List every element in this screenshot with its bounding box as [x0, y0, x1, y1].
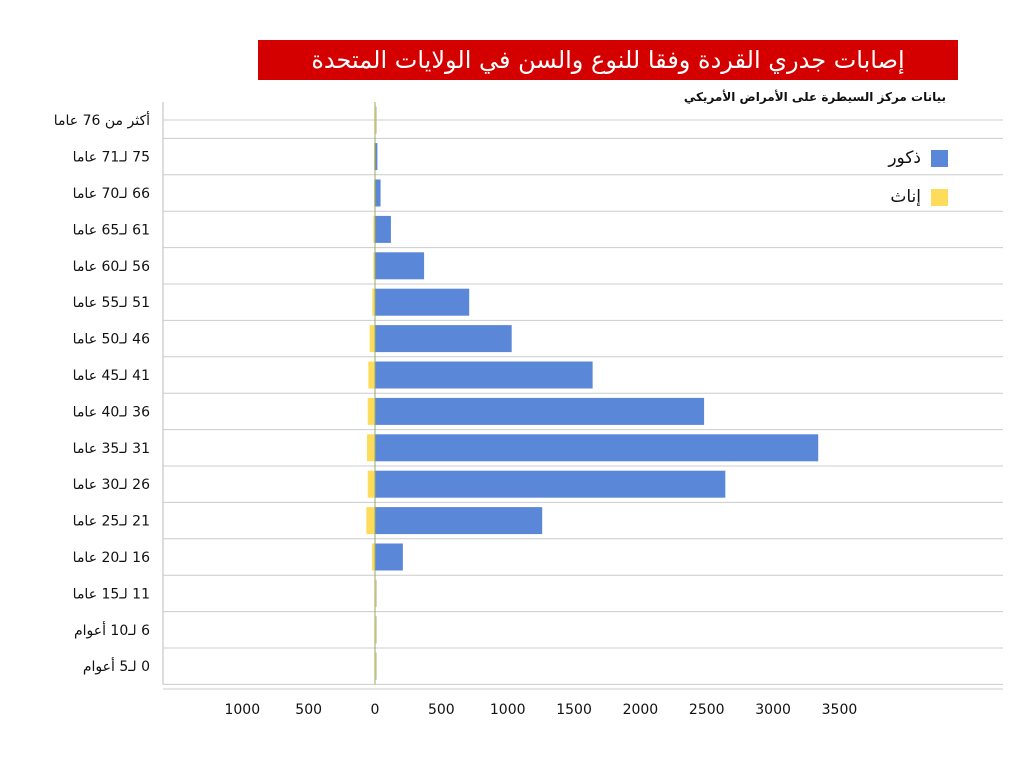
category-label: 11 لـ15 عاما: [73, 586, 150, 602]
chart-subtitle: بيانات مركز السيطرة على الأمراض الأمريكي: [683, 90, 946, 104]
bar-male: [375, 252, 425, 280]
x-tick-label: 2000: [623, 702, 659, 718]
x-tick-label: 1000: [490, 702, 526, 718]
bar-male: [375, 470, 726, 498]
category-label: 75 لـ71 عاما: [73, 150, 150, 166]
category-label: 36 لـ40 عاما: [73, 404, 150, 420]
bar-male: [375, 215, 391, 243]
bar-female: [373, 215, 375, 243]
bar-male: [375, 543, 403, 571]
legend-swatch-male: [931, 149, 948, 167]
category-label: 46 لـ50 عاما: [73, 332, 150, 348]
x-tick-label: 1500: [556, 702, 592, 718]
legend-label-female: إناث: [890, 187, 921, 207]
bar-male: [375, 434, 819, 462]
x-tick-label: 500: [295, 702, 322, 718]
bar-female: [372, 288, 375, 316]
category-label: 6 لـ10 أعوام: [74, 621, 150, 639]
bar-female: [367, 470, 375, 498]
bar-female: [373, 252, 375, 280]
x-tick-label: 3000: [755, 702, 791, 718]
category-label: 66 لـ70 عاما: [73, 186, 150, 202]
category-label: 41 لـ45 عاما: [73, 368, 150, 384]
legend-label-male: ذكور: [888, 148, 921, 168]
bar-male: [375, 361, 593, 389]
bar-female: [366, 507, 375, 535]
bar-female: [367, 434, 375, 462]
x-tick-label: 2500: [689, 702, 725, 718]
category-label: 21 لـ25 عاما: [73, 514, 150, 530]
category-label: 0 لـ5 أعوام: [83, 657, 150, 675]
chart-title: إصابات جدري القردة وفقا للنوع والسن في ا…: [258, 40, 958, 80]
legend-swatch-female: [931, 188, 948, 206]
category-label: 16 لـ20 عاما: [73, 550, 150, 566]
legend-item-female: إناث: [890, 187, 948, 207]
bar-male: [375, 325, 512, 353]
bar-female: [367, 397, 375, 425]
category-label: 61 لـ65 عاما: [73, 222, 150, 238]
category-label: 26 لـ30 عاما: [73, 477, 150, 493]
bar-male: [375, 179, 381, 207]
category-label: 31 لـ35 عاما: [73, 441, 150, 457]
bar-male: [375, 143, 378, 171]
category-label: 51 لـ55 عاما: [73, 295, 150, 311]
bar-female: [368, 361, 375, 389]
x-tick-label: 3500: [822, 702, 858, 718]
bar-female: [372, 543, 375, 571]
category-label: أكثر من 76 عاما: [54, 111, 150, 129]
legend-item-male: ذكور: [888, 148, 948, 168]
x-tick-label: 500: [428, 702, 455, 718]
bar-male: [375, 397, 705, 425]
bar-male: [375, 507, 543, 535]
x-tick-label: 0: [371, 702, 380, 718]
bar-male: [375, 288, 470, 316]
x-tick-label: 1000: [224, 702, 260, 718]
category-label: 56 لـ60 عاما: [73, 259, 150, 275]
bar-female: [369, 325, 375, 353]
